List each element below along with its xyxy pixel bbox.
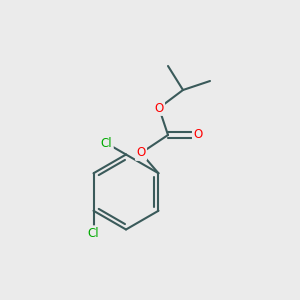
Text: Cl: Cl xyxy=(101,137,112,150)
Text: Cl: Cl xyxy=(88,227,99,240)
Text: O: O xyxy=(194,128,202,142)
Text: O: O xyxy=(154,101,164,115)
Text: O: O xyxy=(136,146,146,160)
